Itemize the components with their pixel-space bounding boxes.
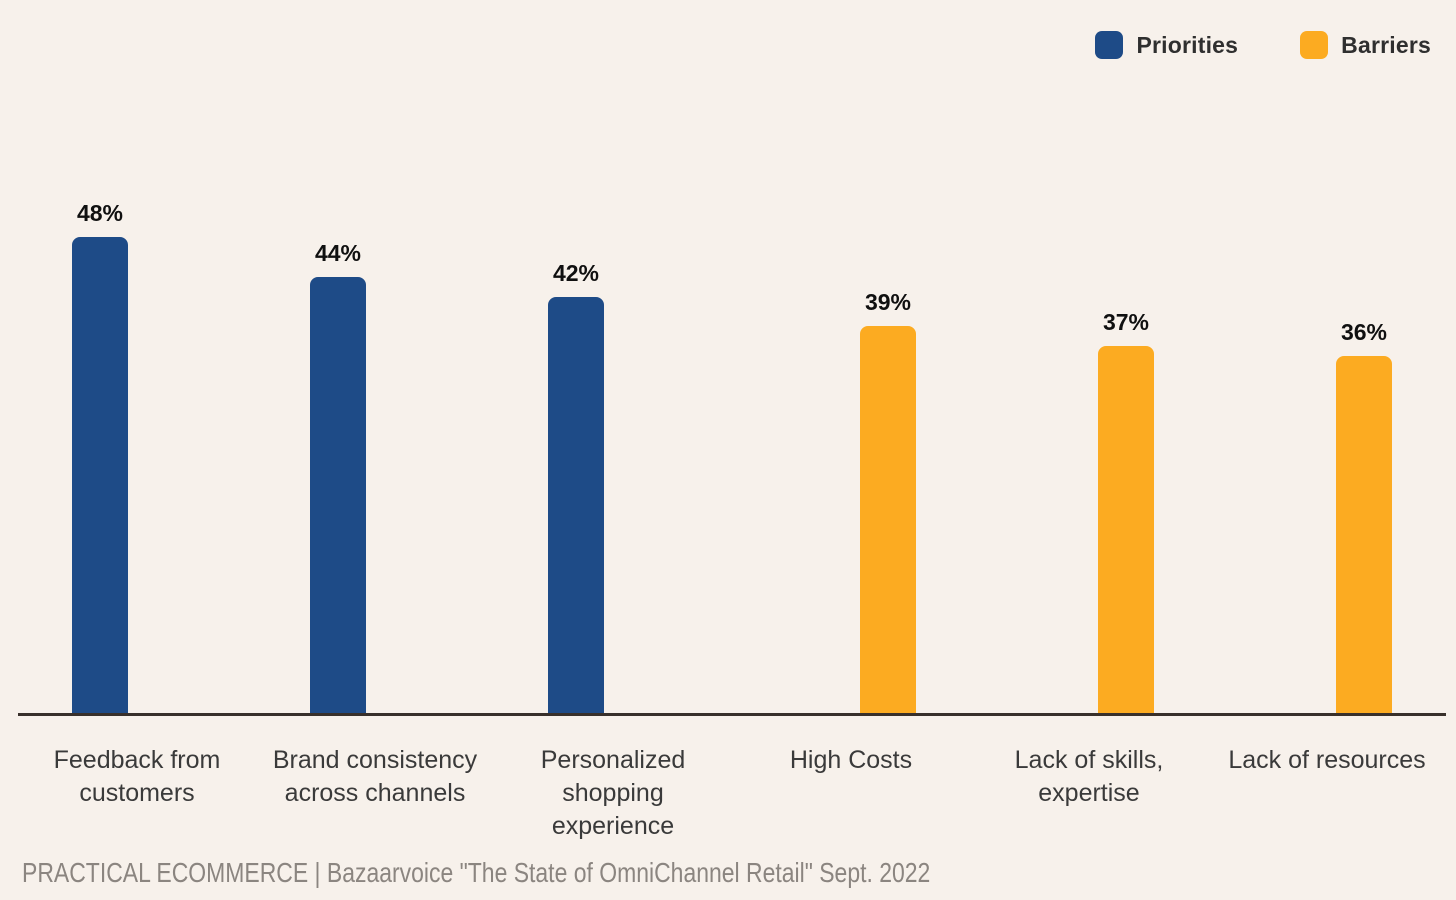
barriers-swatch-icon bbox=[1300, 31, 1329, 59]
priorities-swatch-icon bbox=[1095, 31, 1124, 59]
bar-value-label: 37% bbox=[1102, 309, 1150, 335]
bar-priorities bbox=[72, 237, 128, 714]
bar-barriers bbox=[860, 326, 916, 714]
bar-priorities bbox=[310, 277, 366, 714]
category-label: Lack of skills, expertise bbox=[1014, 746, 1164, 807]
x-axis-line bbox=[18, 713, 1446, 716]
legend-label-priorities: Priorities bbox=[1136, 31, 1239, 58]
category-label: Personalized shopping experience bbox=[540, 746, 686, 840]
category-label: Brand consistency across channels bbox=[272, 746, 478, 807]
legend: Priorities Barriers bbox=[1095, 31, 1431, 59]
bar-value-label: 42% bbox=[552, 260, 600, 286]
bar-value-label: 36% bbox=[1340, 319, 1388, 345]
bar-value-label: 39% bbox=[864, 289, 912, 315]
bar-value-label: 44% bbox=[314, 240, 362, 266]
category-label: High Costs bbox=[789, 746, 913, 774]
bar-value-label: 48% bbox=[76, 200, 124, 226]
category-label: Lack of resources bbox=[1228, 746, 1426, 774]
legend-label-barriers: Barriers bbox=[1341, 31, 1431, 58]
bar-priorities bbox=[548, 297, 604, 714]
category-label: Feedback from customers bbox=[53, 746, 221, 807]
bar-barriers bbox=[1336, 356, 1392, 714]
legend-item-barriers: Barriers bbox=[1300, 31, 1431, 59]
legend-item-priorities: Priorities bbox=[1095, 31, 1238, 59]
bar-barriers bbox=[1098, 346, 1154, 714]
source-attribution: PRACTICAL ECOMMERCE | Bazaarvoice "The S… bbox=[22, 857, 931, 888]
